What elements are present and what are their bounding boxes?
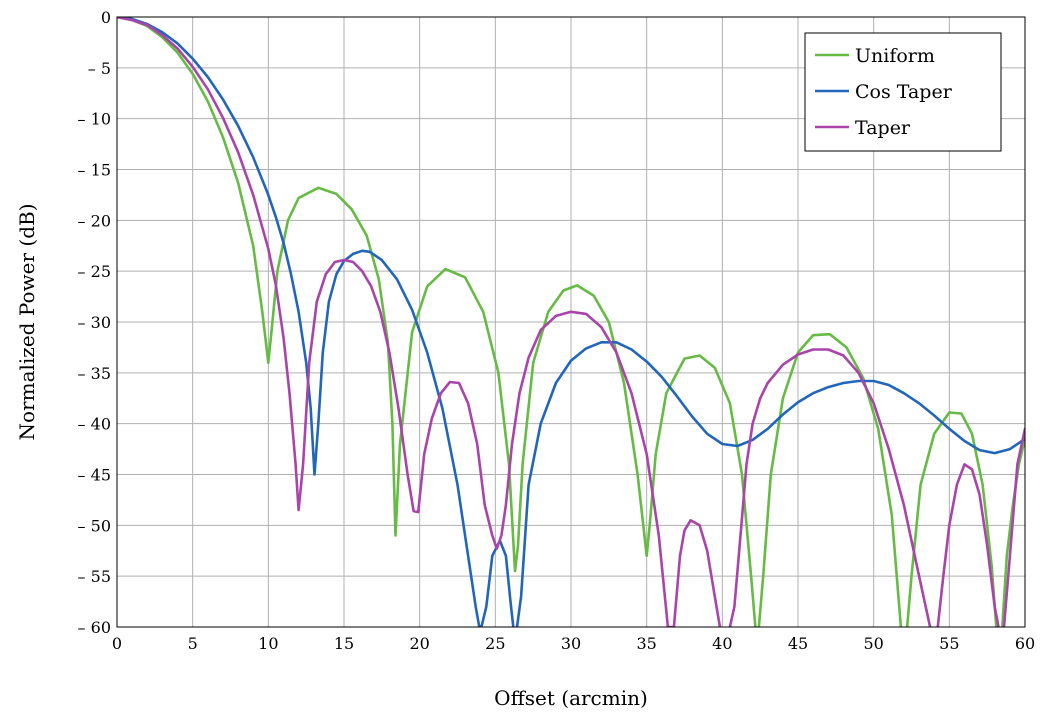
x-tick-label: 0	[112, 634, 122, 653]
series-lines	[117, 17, 1025, 627]
x-tick-label: 5	[188, 634, 198, 653]
y-tick-label: – 10	[78, 110, 111, 129]
y-tick-label: – 30	[78, 313, 111, 332]
series-line-cos-taper	[117, 17, 1025, 627]
y-tick-label: – 15	[78, 161, 111, 180]
y-tick-label: – 20	[78, 211, 111, 230]
x-tick-label: 20	[409, 634, 429, 653]
y-tick-label: 0	[101, 8, 111, 27]
series-line-uniform	[117, 17, 1025, 627]
x-tick-label: 10	[258, 634, 278, 653]
legend-label: Cos Taper	[855, 81, 953, 103]
x-tick-label: 30	[561, 634, 581, 653]
x-tick-label: 50	[863, 634, 883, 653]
x-tick-label: 40	[712, 634, 732, 653]
y-tick-label: – 55	[78, 567, 111, 586]
x-tick-label: 55	[939, 634, 959, 653]
y-axis-label: Normalized Power (dB)	[15, 204, 39, 441]
legend: Uniform Cos Taper Taper	[804, 32, 1002, 152]
x-axis-ticks: 0 5 10 15 20 25 30 35 40 45 50 55 60	[112, 634, 1035, 653]
x-tick-label: 15	[334, 634, 354, 653]
x-tick-label: 35	[636, 634, 656, 653]
x-tick-label: 45	[788, 634, 808, 653]
x-tick-label: 25	[485, 634, 505, 653]
y-tick-label: – 25	[78, 262, 111, 281]
y-axis-ticks: 0 – 5 – 10 – 15 – 20 – 25 – 30 – 35 – 40 – 45 – 50…	[78, 8, 111, 637]
series-line-taper	[117, 17, 1025, 627]
legend-label: Uniform	[855, 45, 935, 67]
y-tick-label: – 35	[78, 364, 111, 383]
x-axis-label: Offset (arcmin)	[494, 686, 648, 710]
x-tick-label: 60	[1015, 634, 1035, 653]
y-tick-label: – 45	[78, 466, 111, 485]
y-tick-label: – 60	[78, 618, 111, 637]
y-tick-label: – 5	[88, 59, 111, 78]
legend-label: Taper	[855, 117, 911, 139]
plot-frame	[116, 16, 1026, 628]
y-tick-label: – 50	[78, 516, 111, 535]
y-tick-label: – 40	[78, 415, 111, 434]
